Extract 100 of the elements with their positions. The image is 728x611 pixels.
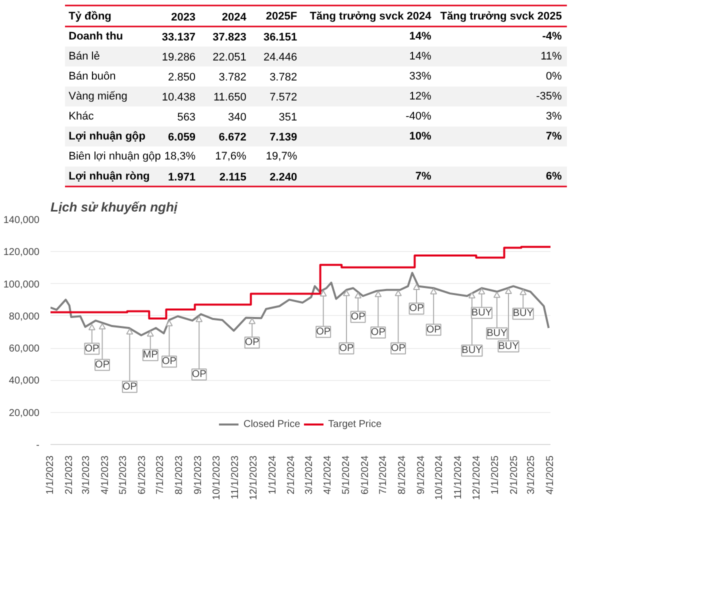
x-tick-label: 8/1/2023 bbox=[174, 455, 186, 494]
text: 340 bbox=[228, 112, 246, 124]
x-tick-label: 12/1/2023 bbox=[248, 455, 260, 500]
x-tick-label: 11/1/2023 bbox=[230, 455, 242, 500]
x-tick-label: 5/1/2023 bbox=[118, 455, 130, 494]
annotation: BUY bbox=[462, 345, 483, 356]
text: 11.650 bbox=[213, 92, 246, 104]
text: 19,7% bbox=[266, 150, 298, 162]
text: 2.850 bbox=[168, 72, 196, 84]
text: 2024 bbox=[222, 12, 248, 24]
annotation: BUY bbox=[498, 340, 520, 352]
text: -4% bbox=[542, 30, 562, 42]
x-tick-label: 12/1/2024 bbox=[471, 455, 482, 500]
text: 18,3% bbox=[164, 150, 196, 162]
annotation: OP bbox=[370, 327, 386, 338]
annotation: OP bbox=[426, 324, 442, 336]
text: 0% bbox=[546, 70, 562, 82]
annotation: OP bbox=[339, 342, 354, 354]
text: -35% bbox=[536, 90, 562, 102]
annotation: OP bbox=[244, 337, 260, 348]
x-tick-label: 1/1/2023 bbox=[45, 455, 56, 494]
text: 2025F bbox=[266, 10, 298, 22]
text: 22.051 bbox=[212, 52, 246, 64]
x-tick-label: 2/1/2025 bbox=[509, 455, 520, 494]
text: 351 bbox=[278, 112, 298, 124]
annotation: OP bbox=[122, 381, 138, 392]
y-tick-label: 80,000 bbox=[8, 311, 40, 322]
chart-title: Lịch sử khuyến nghị bbox=[50, 200, 178, 214]
annotation: OP bbox=[409, 303, 424, 314]
text: 2.115 bbox=[219, 172, 246, 184]
legend-label: Target Price bbox=[328, 418, 382, 430]
text: 10.438 bbox=[162, 92, 196, 104]
text: 14% bbox=[409, 50, 432, 62]
text: 33% bbox=[409, 70, 432, 82]
x-tick-label: 8/1/2024 bbox=[397, 455, 408, 494]
x-tick-label: 4/1/2025 bbox=[545, 455, 556, 494]
text: 6.059 bbox=[168, 132, 196, 144]
text: Tăng trưởng svck 2025 bbox=[440, 10, 562, 22]
x-tick-label: 3/1/2024 bbox=[304, 455, 315, 494]
text: 37.823 bbox=[212, 32, 246, 44]
x-tick-label: 2/1/2023 bbox=[64, 455, 75, 494]
x-tick-label: 1/1/2025 bbox=[490, 455, 502, 494]
text: 17,6% bbox=[215, 150, 247, 162]
text: 12% bbox=[409, 90, 432, 102]
x-tick-label: 6/1/2024 bbox=[360, 455, 371, 494]
text: 6% bbox=[546, 170, 562, 182]
legend-label: Closed Price bbox=[243, 418, 300, 430]
x-tick-label: 4/1/2024 bbox=[322, 455, 334, 494]
y-tick-label: 120,000 bbox=[3, 247, 40, 258]
text: -40% bbox=[406, 110, 432, 122]
x-tick-label: 7/1/2024 bbox=[378, 455, 390, 494]
x-tick-label: 3/1/2025 bbox=[526, 455, 538, 494]
x-tick-label: 6/1/2023 bbox=[136, 455, 148, 494]
y-tick-label: 20,000 bbox=[8, 408, 40, 419]
annotation: OP bbox=[84, 343, 100, 354]
y-tick-label: 40,000 bbox=[8, 376, 40, 387]
annotation: OP bbox=[192, 368, 207, 380]
text: 2023 bbox=[171, 12, 196, 24]
annotation: OP bbox=[350, 311, 366, 322]
text: Biên lợi nhuận gộp bbox=[68, 150, 161, 162]
text: 2.240 bbox=[270, 172, 298, 184]
text: 7% bbox=[546, 130, 562, 142]
text: Tăng trưởng svck 2024 bbox=[310, 10, 432, 22]
text: 7% bbox=[415, 170, 432, 182]
text: 6.672 bbox=[218, 132, 246, 144]
text: Bán buôn bbox=[68, 70, 116, 82]
x-tick-label: 9/1/2023 bbox=[192, 455, 204, 494]
annotation: BUY bbox=[471, 307, 492, 318]
text: 3.782 bbox=[270, 72, 298, 84]
text: 1.971 bbox=[168, 172, 196, 184]
text: Khác bbox=[68, 110, 94, 122]
x-tick-label: 11/1/2024 bbox=[453, 455, 464, 500]
text: 563 bbox=[177, 112, 196, 124]
annotation: OP bbox=[391, 342, 406, 354]
annotation: OP bbox=[95, 359, 110, 370]
text: Lợi nhuận gộp bbox=[68, 130, 146, 142]
line-series bbox=[50, 272, 550, 336]
x-tick-label: 2/1/2024 bbox=[286, 455, 298, 494]
x-tick-label: 10/1/2024 bbox=[434, 455, 446, 500]
text: 3.782 bbox=[218, 72, 246, 84]
x-tick-label: 5/1/2024 bbox=[340, 455, 352, 494]
annotation: OP bbox=[316, 326, 331, 338]
y-tick-label: 140,000 bbox=[3, 215, 40, 226]
text: 36.151 bbox=[263, 32, 298, 44]
text: Vàng miếng bbox=[68, 90, 128, 102]
text: Tỷ đồng bbox=[68, 10, 112, 22]
x-tick-label: 3/1/2023 bbox=[80, 455, 92, 494]
text: Lợi nhuận ròng bbox=[68, 170, 150, 182]
annotation: MP bbox=[142, 350, 158, 361]
text: 24.446 bbox=[263, 52, 298, 64]
text: 33.137 bbox=[162, 32, 196, 44]
x-tick-label: 1/1/2024 bbox=[267, 455, 278, 494]
text: 3% bbox=[546, 110, 562, 122]
text: 7.572 bbox=[270, 92, 298, 104]
y-tick-label: 100,000 bbox=[3, 279, 40, 290]
text: 14% bbox=[409, 30, 432, 42]
y-tick-label: - bbox=[36, 440, 40, 451]
x-tick-label: 9/1/2024 bbox=[416, 455, 427, 494]
text: 19.286 bbox=[162, 52, 196, 64]
text: Doanh thu bbox=[68, 30, 124, 42]
